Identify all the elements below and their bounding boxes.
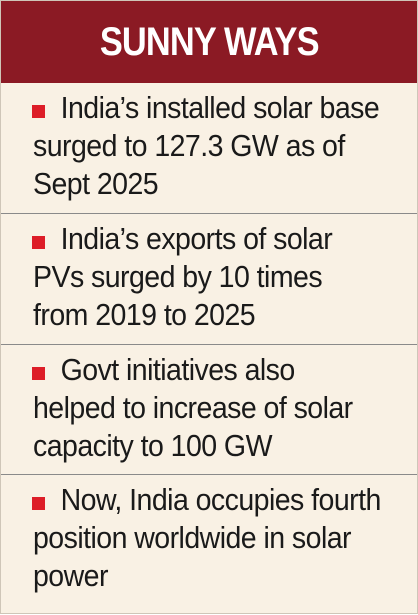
red-square-bullet-icon <box>32 236 45 249</box>
title-banner: SUNNY WAYS <box>1 1 417 83</box>
fact-text: Govt initiatives also helped to increase… <box>33 352 353 463</box>
infobox-title: SUNNY WAYS <box>99 19 320 64</box>
fact-text: Now, India occupies fourth position worl… <box>33 482 381 593</box>
red-square-bullet-icon <box>32 497 45 510</box>
list-item: India’s installed solar base surged to 1… <box>1 83 417 213</box>
fact-text: India’s installed solar base surged to 1… <box>33 90 380 201</box>
red-square-bullet-icon <box>32 105 45 118</box>
list-item: Now, India occupies fourth position worl… <box>1 474 417 612</box>
list-item: Govt initiatives also helped to increase… <box>1 344 417 474</box>
fact-text: India’s exports of solar PVs surged by 1… <box>33 221 333 332</box>
fact-list: India’s installed solar base surged to 1… <box>1 83 417 612</box>
list-item: India’s exports of solar PVs surged by 1… <box>1 213 417 344</box>
red-square-bullet-icon <box>32 367 45 380</box>
